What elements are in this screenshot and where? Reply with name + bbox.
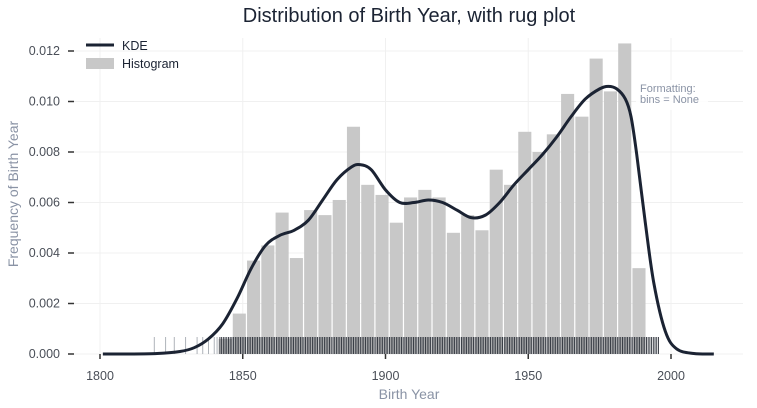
y-tick-label: 0.008	[29, 145, 60, 159]
histogram-bar	[389, 222, 403, 354]
histogram-bar	[275, 212, 289, 354]
chart-title: Distribution of Birth Year, with rug plo…	[243, 5, 576, 27]
y-axis: 0.000 0.002 0.004 0.006 0.008 0.010 0.012	[29, 44, 74, 361]
histogram-bar	[532, 152, 546, 354]
histogram-bar	[375, 194, 389, 354]
histogram-bar	[418, 189, 432, 354]
histogram-bar	[632, 268, 646, 354]
y-tick-label: 0.010	[29, 95, 60, 109]
legend: KDE Histogram	[86, 39, 179, 71]
histogram-bar	[518, 131, 532, 354]
histogram-bar	[503, 184, 518, 354]
histogram-bar	[546, 134, 560, 354]
histogram-bar	[589, 58, 603, 354]
legend-histogram-label: Histogram	[122, 57, 179, 71]
rug-plot	[153, 337, 659, 354]
y-tick-label: 0.002	[29, 297, 60, 311]
histogram-bar	[318, 215, 332, 354]
x-tick-label: 1900	[372, 369, 400, 383]
y-tick-label: 0.012	[29, 44, 60, 58]
annotation: Formatting: bins = None	[636, 80, 708, 110]
annotation-line-2: bins = None	[640, 94, 699, 106]
histogram-bar	[332, 199, 346, 354]
histogram-bar	[475, 230, 489, 354]
histogram-bar	[289, 258, 303, 354]
histogram-bar	[432, 197, 446, 354]
x-axis-label: Birth Year	[379, 386, 440, 402]
y-tick-label: 0.004	[29, 246, 60, 260]
histogram-bar	[561, 93, 575, 355]
y-tick-label: 0.000	[29, 347, 60, 361]
x-tick-label: 1950	[514, 369, 542, 383]
x-tick-label: 1850	[229, 369, 257, 383]
histogram-bar	[247, 260, 261, 354]
histogram-bar	[304, 210, 318, 354]
histogram-bar	[461, 215, 475, 354]
x-tick-label: 2000	[657, 369, 685, 383]
kde-line	[102, 84, 714, 356]
histogram-bar	[603, 91, 617, 355]
legend-histogram-swatch	[86, 58, 114, 69]
y-tick-label: 0.006	[29, 196, 60, 210]
histogram-bar	[346, 126, 361, 354]
histogram-bar	[446, 232, 460, 354]
legend-kde-label: KDE	[122, 39, 148, 53]
histogram-bar	[261, 245, 275, 354]
histogram-bar	[361, 184, 375, 354]
histogram-bar	[575, 116, 589, 355]
x-axis: 1800 1850 1900 1950 2000	[86, 354, 685, 383]
x-tick-label: 1800	[86, 369, 114, 383]
annotation-line-1: Formatting:	[640, 83, 696, 95]
histogram-bar	[489, 169, 503, 354]
histogram-bar	[618, 43, 632, 355]
histogram-bars	[218, 43, 646, 355]
annotation-box	[636, 80, 708, 110]
histogram-bar	[404, 197, 418, 354]
y-axis-label: Frequency of Birth Year	[5, 121, 21, 268]
